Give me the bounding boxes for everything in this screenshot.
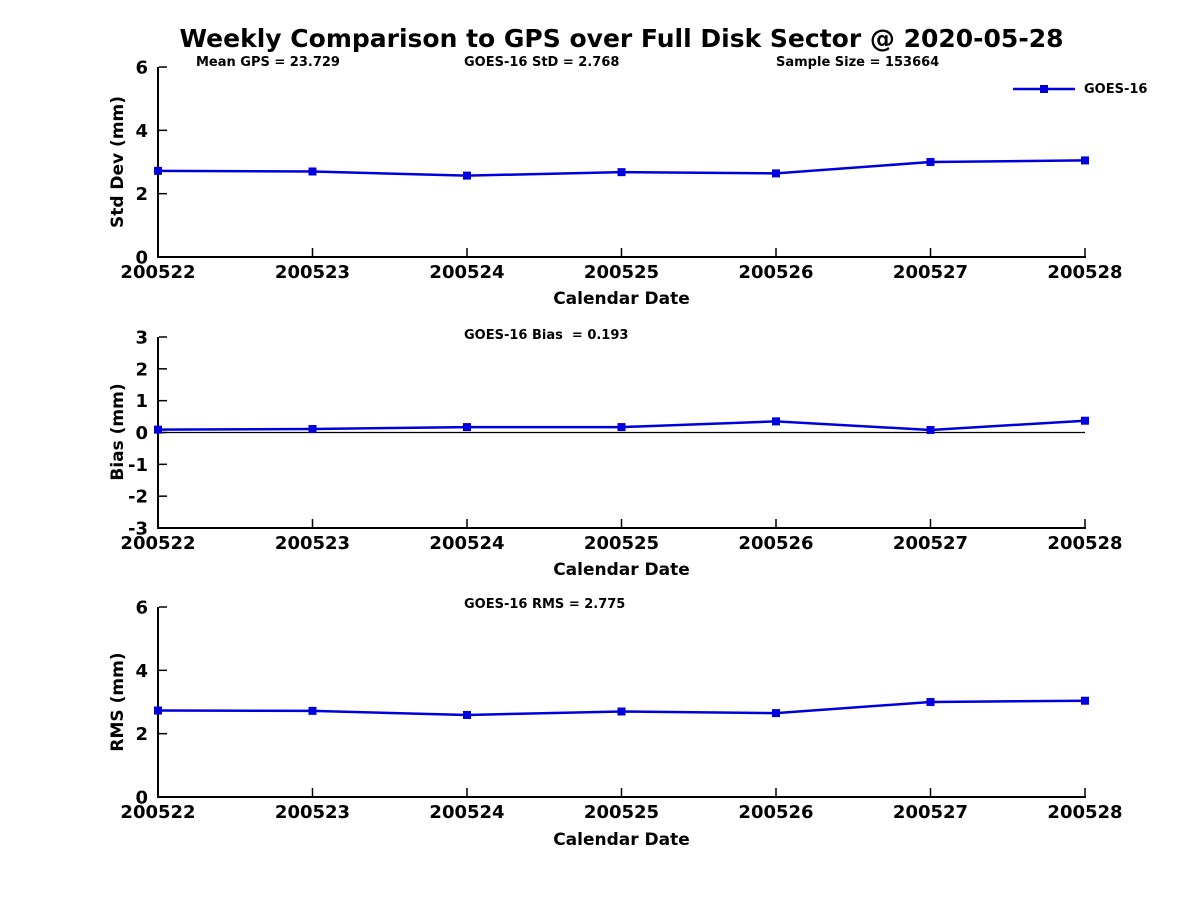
x-axis-label-calendar-date-2: Calendar Date bbox=[553, 560, 690, 580]
legend-label: GOES-16 bbox=[1084, 81, 1148, 97]
x-tick-label: 200526 bbox=[738, 802, 813, 823]
y-tick-label: 2 bbox=[135, 359, 148, 380]
data-point-marker bbox=[772, 417, 780, 426]
x-tick-label: 200528 bbox=[1047, 262, 1122, 283]
x-tick-label: 200528 bbox=[1047, 802, 1122, 823]
data-point-marker bbox=[926, 425, 935, 434]
data-point-marker bbox=[617, 168, 626, 177]
y-tick-label: 0 bbox=[135, 788, 148, 809]
y-tick-label: -2 bbox=[128, 487, 148, 508]
data-point-marker bbox=[463, 423, 471, 432]
data-point-marker bbox=[926, 698, 935, 706]
x-tick-label: 200524 bbox=[429, 802, 504, 823]
x-tick-label: 200528 bbox=[1047, 533, 1122, 554]
x-tick-label: 200527 bbox=[893, 802, 968, 823]
annotation-mean-gps: Mean GPS = 23.729 bbox=[196, 55, 340, 70]
data-point-marker bbox=[1081, 416, 1089, 425]
y-tick-label: 2 bbox=[135, 724, 148, 745]
x-tick-label: 200526 bbox=[738, 262, 813, 283]
x-tick-label: 200524 bbox=[429, 533, 504, 554]
data-point-marker bbox=[772, 169, 780, 178]
data-point-marker bbox=[617, 423, 626, 432]
annotation-goes16-rms: GOES-16 RMS = 2.775 bbox=[464, 597, 626, 612]
annotation-sample-size: Sample Size = 153664 bbox=[776, 55, 940, 70]
x-tick-label: 200523 bbox=[275, 802, 350, 823]
x-tick-label: 200527 bbox=[893, 533, 968, 554]
y-tick-label: 0 bbox=[135, 248, 148, 269]
data-point-marker bbox=[1081, 696, 1089, 705]
y-tick-label: 6 bbox=[135, 598, 148, 619]
data-point-marker bbox=[463, 171, 471, 180]
data-point-marker bbox=[308, 167, 317, 176]
y-tick-label: 3 bbox=[135, 328, 148, 349]
data-point-marker bbox=[772, 709, 780, 718]
data-point-marker bbox=[463, 710, 471, 719]
x-tick-label: 200525 bbox=[584, 802, 659, 823]
x-axis-label-calendar-date-1: Calendar Date bbox=[553, 289, 690, 309]
data-point-marker bbox=[926, 158, 935, 166]
x-axis-label-calendar-date-3: Calendar Date bbox=[553, 830, 690, 850]
x-tick-label: 200523 bbox=[275, 533, 350, 554]
page-title: Weekly Comparison to GPS over Full Disk … bbox=[179, 24, 1064, 53]
x-tick-label: 200524 bbox=[429, 262, 504, 283]
x-tick-label: 200527 bbox=[893, 262, 968, 283]
y-tick-label: -1 bbox=[128, 455, 148, 476]
annotation-goes16-std: GOES-16 StD = 2.768 bbox=[464, 55, 620, 70]
data-point-marker bbox=[154, 425, 162, 434]
y-tick-label: 4 bbox=[135, 661, 148, 682]
data-point-marker bbox=[154, 166, 162, 175]
y-tick-label: 1 bbox=[135, 391, 148, 412]
data-point-marker bbox=[308, 706, 317, 715]
y-tick-label: 6 bbox=[135, 58, 148, 79]
y-tick-label: 4 bbox=[135, 121, 148, 142]
x-tick-label: 200523 bbox=[275, 262, 350, 283]
legend: GOES-16 bbox=[1012, 81, 1147, 97]
x-tick-label: 200526 bbox=[738, 533, 813, 554]
annotation-goes16-bias: GOES-16 Bias = 0.193 bbox=[464, 328, 629, 343]
x-tick-label: 200525 bbox=[584, 533, 659, 554]
x-tick-label: 200525 bbox=[584, 262, 659, 283]
data-point-marker bbox=[1081, 156, 1089, 165]
y-tick-label: 0 bbox=[135, 423, 148, 444]
x-tick-label: 200522 bbox=[120, 533, 195, 554]
x-tick-label: 200522 bbox=[120, 802, 195, 823]
y-tick-label: -3 bbox=[128, 519, 148, 540]
data-point-marker bbox=[617, 707, 626, 716]
legend-line-marker-icon bbox=[1013, 85, 1075, 93]
x-tick-label: 200522 bbox=[120, 262, 195, 283]
data-point-marker bbox=[308, 424, 317, 433]
data-point-marker bbox=[154, 706, 162, 715]
y-tick-label: 2 bbox=[135, 184, 148, 205]
